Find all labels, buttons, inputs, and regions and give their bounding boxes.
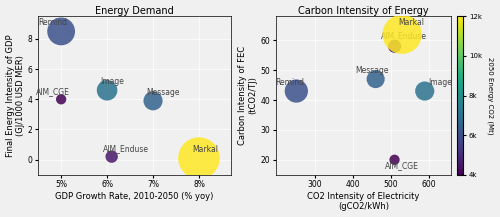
Title: Energy Demand: Energy Demand [96, 6, 174, 16]
Point [57, 98, 65, 101]
X-axis label: GDP Growth Rate, 2010-2050 (% yoy): GDP Growth Rate, 2010-2050 (% yoy) [56, 192, 214, 201]
Point [420, 89, 428, 93]
Point [292, 89, 300, 93]
Text: AIM_CGE: AIM_CGE [36, 87, 70, 96]
Title: Carbon Intensity of Energy: Carbon Intensity of Energy [298, 6, 428, 16]
Point [390, 158, 398, 161]
Text: AIM_Enduse: AIM_Enduse [102, 145, 148, 154]
Point [149, 99, 157, 103]
Text: Message: Message [355, 66, 388, 75]
Text: Message: Message [146, 88, 180, 97]
Text: Image: Image [428, 77, 452, 87]
Point [108, 155, 116, 158]
Point [372, 77, 380, 81]
Point [103, 89, 111, 92]
Text: Markal: Markal [192, 145, 218, 154]
Text: Remind: Remind [38, 18, 67, 27]
Point [398, 33, 406, 36]
Text: AIM_Enduse: AIM_Enduse [382, 31, 428, 40]
Y-axis label: Final Energy Intensity of GDP
(GJ/1000 USD MER): Final Energy Intensity of GDP (GJ/1000 U… [6, 34, 25, 157]
Point [57, 30, 65, 33]
Text: Remind: Remind [276, 77, 304, 87]
Y-axis label: 2050 Energy CO2 (Mt): 2050 Energy CO2 (Mt) [486, 57, 493, 134]
Point [390, 44, 398, 48]
Y-axis label: Carbon Intensity of FEC
(tCO2/TJ): Carbon Intensity of FEC (tCO2/TJ) [238, 46, 258, 145]
Text: Image: Image [100, 77, 124, 86]
Text: Markal: Markal [398, 18, 424, 27]
X-axis label: CO2 Intensity of Electricity
(gCO2/kWh): CO2 Intensity of Electricity (gCO2/kWh) [307, 192, 420, 211]
Point [195, 156, 203, 160]
Text: AIM_CGE: AIM_CGE [385, 161, 419, 170]
